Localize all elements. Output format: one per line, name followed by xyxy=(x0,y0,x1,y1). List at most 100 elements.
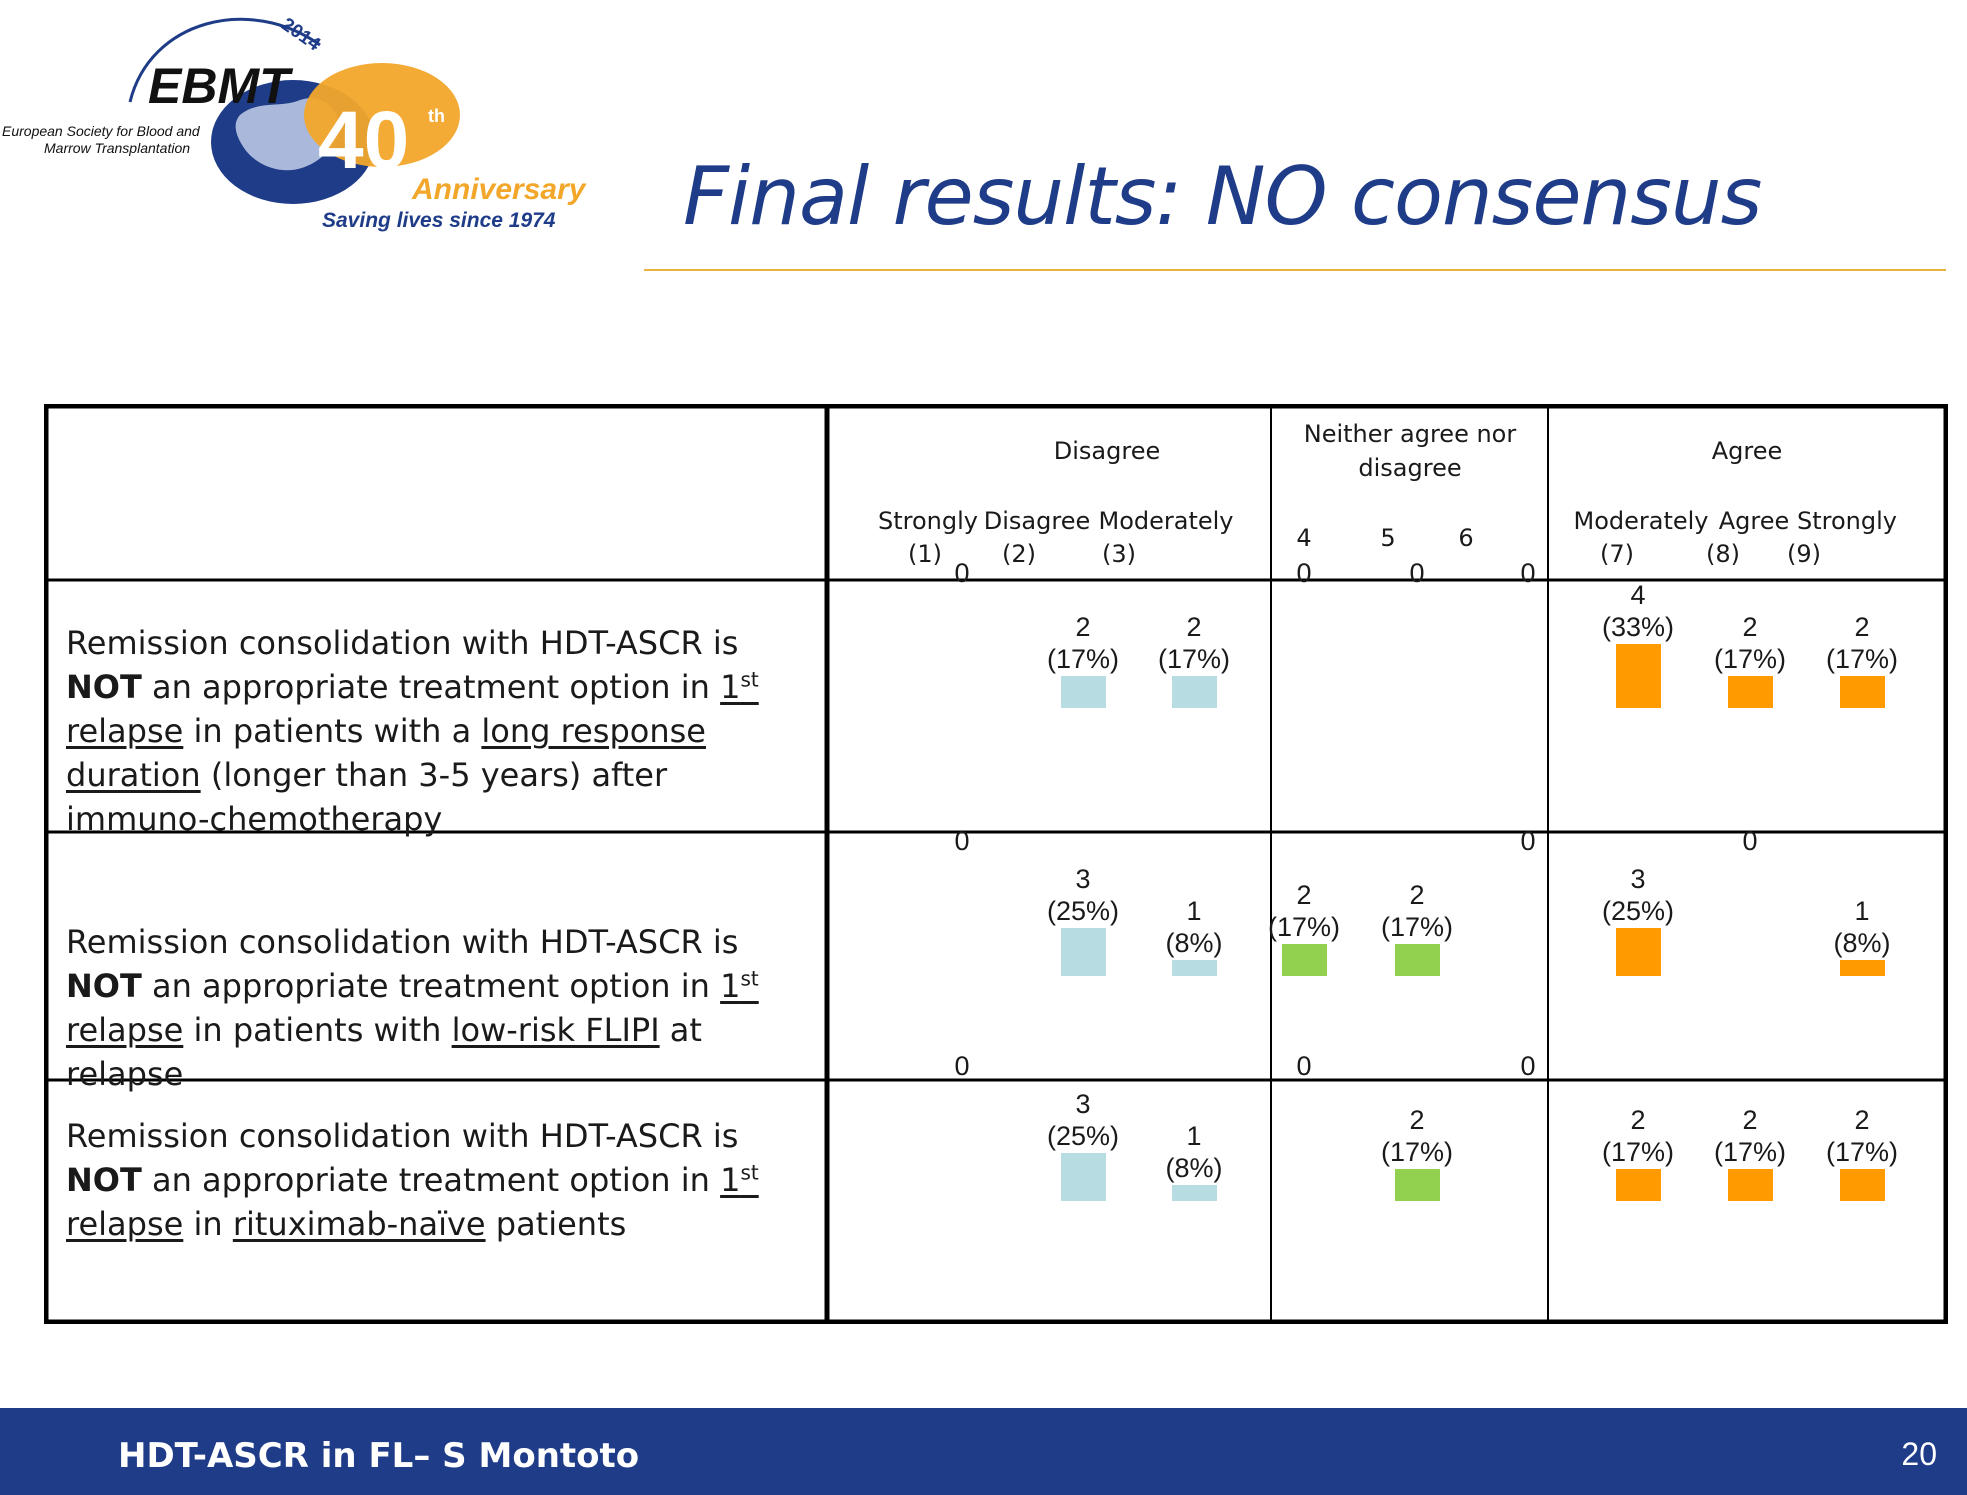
value-label: 2 xyxy=(1742,612,1757,642)
column-label: (3) xyxy=(1102,540,1136,568)
percent-label: (17%) xyxy=(1826,644,1898,674)
statement-text: 1 xyxy=(720,967,741,1005)
bar xyxy=(1172,1185,1217,1201)
value-label: 3 xyxy=(1630,864,1645,894)
column-label: Moderately xyxy=(1098,507,1233,535)
bar xyxy=(1061,928,1106,976)
column-label: (2) xyxy=(1002,540,1036,568)
bar xyxy=(1061,1153,1106,1201)
column-label: 6 xyxy=(1458,524,1473,552)
statement-superscript: st xyxy=(740,1160,758,1184)
statement-text: relapse xyxy=(66,1011,184,1049)
column-label: Disagree xyxy=(984,507,1090,535)
value-label: 2 xyxy=(1409,880,1424,910)
percent-label: (25%) xyxy=(1047,896,1119,926)
statement-text: st xyxy=(740,1160,759,1185)
statement-text: an appropriate treatment option in xyxy=(141,1161,721,1199)
percent-label: (17%) xyxy=(1047,644,1119,674)
percent-label: (17%) xyxy=(1714,1137,1786,1167)
bar xyxy=(1840,1169,1885,1201)
statement-text: at relapse xyxy=(66,1011,702,1093)
bar xyxy=(1616,1169,1661,1201)
statement-text: NOT xyxy=(66,1161,142,1199)
statement-text: low-risk FLIPI xyxy=(451,1011,660,1049)
bar xyxy=(1840,676,1885,708)
logo-th: th xyxy=(428,106,445,126)
column-label: Strongly xyxy=(878,507,978,535)
statement-underline: relapse xyxy=(66,1011,183,1049)
statement-underline: st xyxy=(740,1161,758,1199)
column-label: 5 xyxy=(1380,524,1395,552)
statement-underline: relapse xyxy=(66,1205,183,1243)
statement-underline: st xyxy=(740,967,758,1005)
group-label: disagree xyxy=(1358,454,1461,482)
bar xyxy=(1616,928,1661,976)
percent-label: (17%) xyxy=(1381,912,1453,942)
value-label: 2 xyxy=(1296,880,1311,910)
value-label: 2 xyxy=(1854,1105,1869,1135)
percent-label: (8%) xyxy=(1165,1153,1222,1183)
percent-label: (17%) xyxy=(1381,1137,1453,1167)
column-label: 4 xyxy=(1296,524,1311,552)
statement-text: relapse xyxy=(66,712,184,750)
statement-underline: st xyxy=(740,668,758,706)
statement-text: NOT xyxy=(66,967,142,1005)
logo-org-line2: Marrow Transplantation xyxy=(44,140,190,156)
bar xyxy=(1728,676,1773,708)
statement-text: NOT xyxy=(66,668,142,706)
percent-label: (17%) xyxy=(1602,1137,1674,1167)
statement-underline: rituximab-naïve xyxy=(233,1205,486,1243)
statement-superscript: st xyxy=(740,966,758,990)
group-label: Agree xyxy=(1712,437,1783,465)
logo-brand: EBMT xyxy=(148,58,294,114)
value-label: 0 xyxy=(954,826,969,856)
statement-text: in xyxy=(183,1205,233,1243)
statement-text: (longer than 3-5 years) after immuno-che… xyxy=(66,756,668,838)
logo-year: 2014 xyxy=(277,14,324,56)
slide-title: Final results: NO consensus xyxy=(683,150,1762,243)
bar xyxy=(1282,944,1327,976)
value-label: 2 xyxy=(1630,1105,1645,1135)
percent-label: (17%) xyxy=(1714,644,1786,674)
statement-text: an appropriate treatment option in xyxy=(141,668,721,706)
logo-arc xyxy=(128,17,321,103)
value-label: 2 xyxy=(1075,612,1090,642)
value-label: 2 xyxy=(1409,1105,1424,1135)
statement-text: st xyxy=(740,667,759,692)
value-label: 3 xyxy=(1075,1089,1090,1119)
value-label: 0 xyxy=(1742,826,1757,856)
column-label: Strongly xyxy=(1797,507,1897,535)
column-label: (7) xyxy=(1600,540,1634,568)
statement-text: Remission consolidation with HDT-ASCR is xyxy=(66,1117,739,1155)
bar xyxy=(1172,676,1217,708)
statement-underline: long response duration xyxy=(66,712,706,794)
value-label: 2 xyxy=(1186,612,1201,642)
bar xyxy=(1061,676,1106,708)
value-label: 2 xyxy=(1742,1105,1757,1135)
percent-label: (17%) xyxy=(1826,1137,1898,1167)
logo-anniversary: Anniversary xyxy=(411,173,587,206)
statement-text: rituximab-naïve xyxy=(232,1205,486,1243)
value-label: 0 xyxy=(1520,826,1535,856)
percent-label: (8%) xyxy=(1833,928,1890,958)
value-label: 0 xyxy=(1520,558,1535,588)
percent-label: (17%) xyxy=(1268,912,1340,942)
ebmt-logo: 2014 40 th EBMT European Society for Blo… xyxy=(2,14,587,232)
value-label: 2 xyxy=(1854,612,1869,642)
statement-row-3: Remission consolidation with HDT-ASCR is… xyxy=(66,1114,806,1246)
statement-underline: low-risk FLIPI xyxy=(452,1011,660,1049)
group-label: Disagree xyxy=(1054,437,1160,465)
value-label: 0 xyxy=(954,1051,969,1081)
percent-label: (25%) xyxy=(1047,1121,1119,1151)
percent-label: (25%) xyxy=(1602,896,1674,926)
column-label: (1) xyxy=(908,540,942,568)
statement-text: patients xyxy=(485,1205,627,1243)
footer-bar xyxy=(0,1408,1967,1495)
statement-text: 1 xyxy=(720,668,741,706)
statement-underline: 1 xyxy=(720,668,740,706)
column-label: (8) xyxy=(1706,540,1740,568)
statement-text: in patients with a xyxy=(183,712,482,750)
bar xyxy=(1728,1169,1773,1201)
logo-forty: 40 xyxy=(318,95,409,186)
